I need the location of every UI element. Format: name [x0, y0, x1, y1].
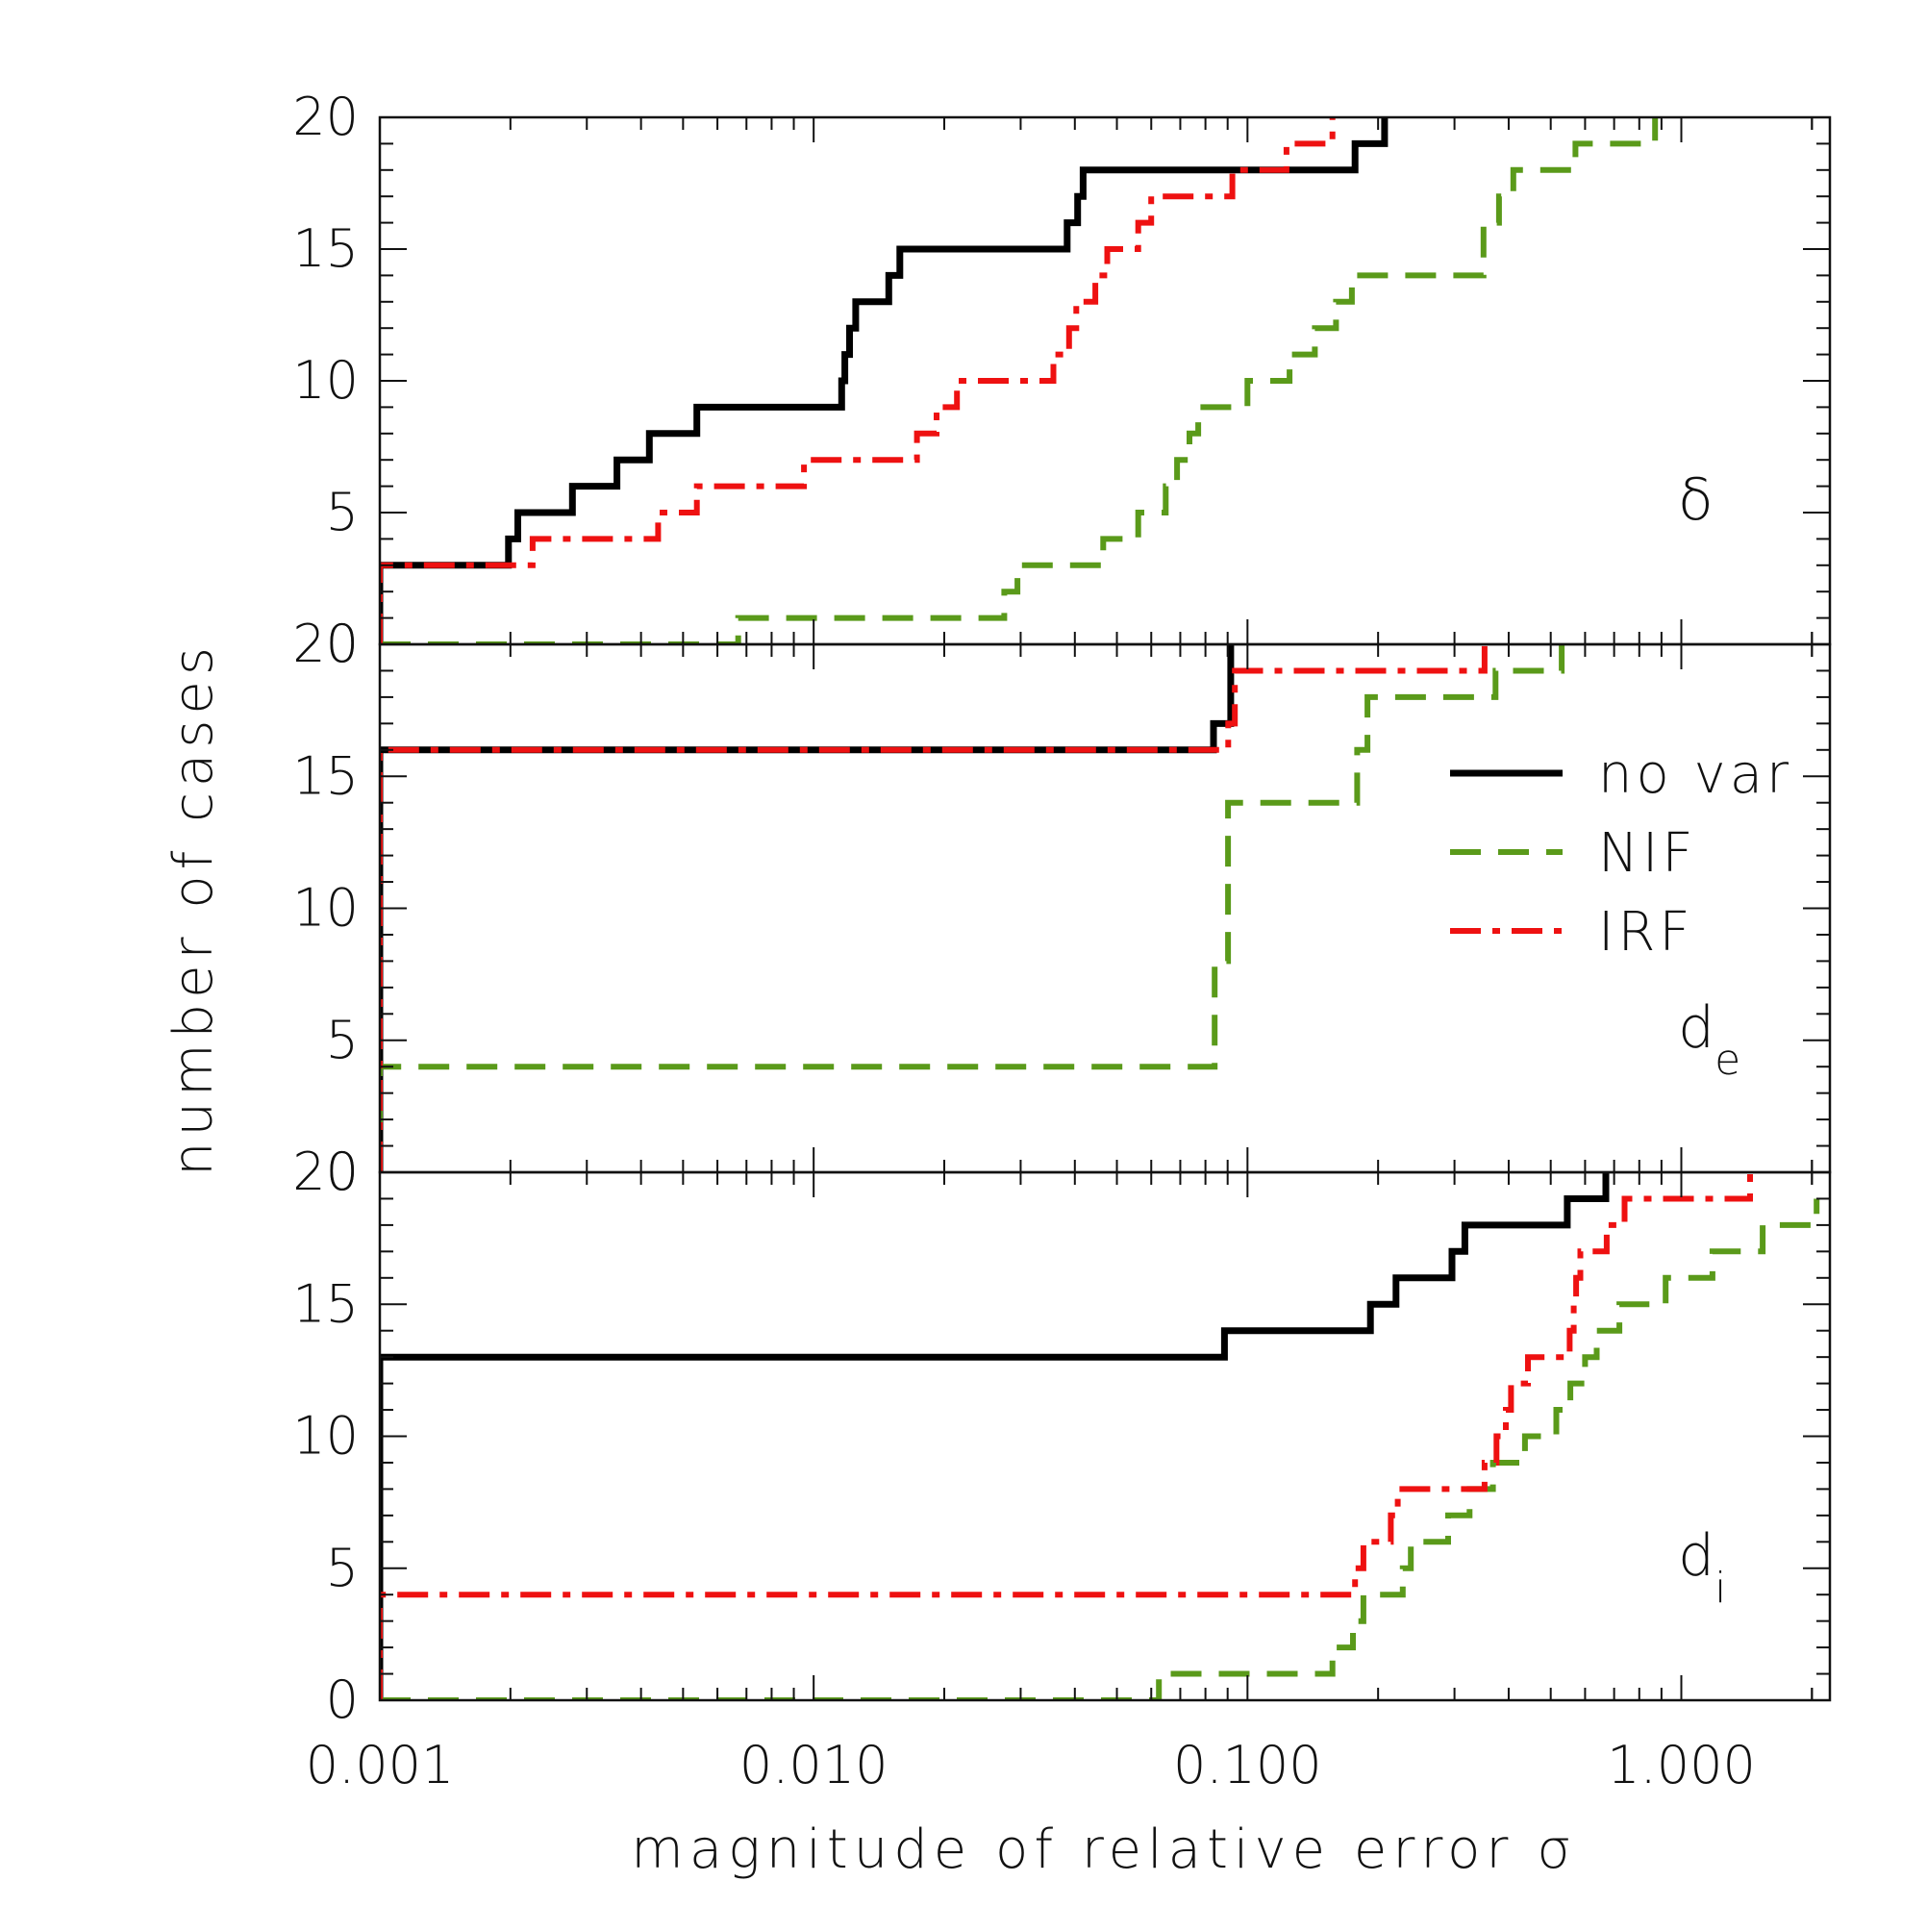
series-line-no-var: [380, 644, 1235, 1172]
series-line-irf: [380, 1172, 1753, 1700]
legend: no var NIF IRF: [1450, 743, 1792, 964]
series-line-irf: [380, 117, 1336, 644]
x-tick-label: 0.010: [739, 1735, 888, 1795]
y-axis-label: number of cases: [163, 641, 225, 1176]
series-line-nif: [380, 1198, 1820, 1700]
x-tick-label: 0.100: [1173, 1735, 1322, 1795]
series-line-no-var: [380, 1172, 1610, 1700]
y-tick-label: 20: [292, 614, 359, 674]
x-axis-label: magnitude of relative error σ: [631, 1819, 1576, 1881]
y-tick-label: 15: [292, 745, 359, 806]
panel-2-label: de: [1678, 994, 1740, 1085]
legend-label: no var: [1598, 743, 1792, 806]
panel-3-frame: [378, 1170, 1832, 1702]
series-line-nif: [380, 644, 1565, 1172]
y-tick-label: 5: [326, 482, 359, 542]
y-tick-label: 0: [326, 1142, 359, 1202]
series-line-nif: [380, 117, 1659, 644]
series-line-irf: [380, 644, 1488, 1172]
y-tick-label: 20: [292, 1142, 359, 1202]
y-tick-label: 15: [292, 218, 359, 279]
panel-1-label: δ: [1678, 466, 1714, 534]
y-tick-label: 5: [326, 1010, 359, 1070]
y-tick-label: 10: [292, 350, 359, 411]
y-tick-label: 5: [326, 1538, 359, 1598]
y-tick-label: 0: [326, 614, 359, 674]
panel-1-frame: [378, 115, 1832, 646]
panel-3-label: di: [1678, 1522, 1726, 1613]
panel-1-series: [380, 117, 1659, 644]
panel-label-subscript: e: [1714, 1036, 1740, 1085]
y-tick-label: 10: [292, 1406, 359, 1467]
y-tick-label: 0: [326, 1669, 359, 1730]
panel-2-series: [380, 644, 1565, 1172]
y-tick-label: 15: [292, 1273, 359, 1334]
panel-label-subscript: i: [1714, 1564, 1726, 1613]
panel-3-series: [380, 1172, 1820, 1700]
x-tick-label: 1.000: [1607, 1735, 1756, 1795]
legend-label: NIF: [1598, 822, 1697, 885]
x-tick-label: 0.001: [306, 1735, 455, 1795]
series-line-no-var: [380, 117, 1389, 644]
y-tick-label: 10: [292, 878, 359, 939]
legend-label: IRF: [1598, 901, 1694, 964]
y-tick-label: 20: [292, 87, 359, 147]
